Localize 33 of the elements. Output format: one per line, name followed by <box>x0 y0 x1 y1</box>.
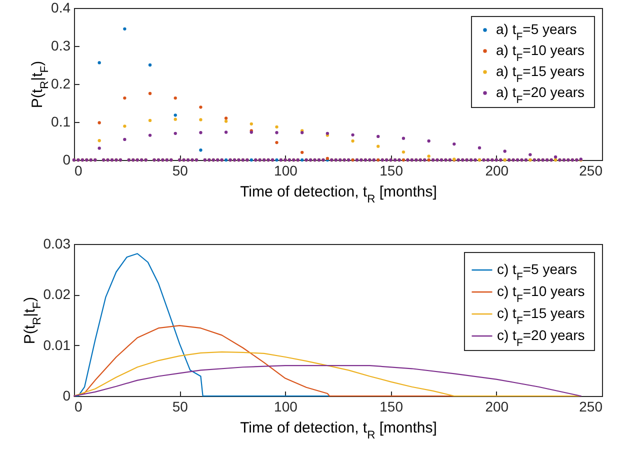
x-tick-label: 100 <box>274 162 298 178</box>
x-tick-label: 250 <box>579 162 603 178</box>
line-series <box>73 351 582 397</box>
y-tick-label: 0.4 <box>51 0 71 16</box>
x-tick-label: 200 <box>485 162 509 178</box>
legend-label: c) t$_{F}$=5 years <box>497 261 577 283</box>
x-tick-label: 0 <box>74 162 82 178</box>
x-tick-label: 100 <box>274 398 298 414</box>
legend-label: c) t$_{F}$=15 years <box>497 305 585 327</box>
x-tick-label: 50 <box>172 398 188 414</box>
legend-label: a) t$_{F}$=15 years <box>496 63 585 85</box>
legend-label: c) t$_{F}$=10 years <box>497 283 585 305</box>
x-axis-title: Time of detection, t$_{R}$ [months] <box>240 420 437 442</box>
y-tick-label: 0.02 <box>43 286 71 302</box>
x-tick-label: 150 <box>380 162 404 178</box>
line-series <box>73 365 582 397</box>
y-tick-label: 0.01 <box>43 336 71 353</box>
y-tick-label: 0 <box>62 388 71 404</box>
x-tick-label: 0 <box>74 398 82 414</box>
y-tick-label: 0.03 <box>43 236 71 252</box>
legend-label: a) t$_{F}$=20 years <box>496 84 585 106</box>
legend-label: c) t$_{F}$=20 years <box>497 327 585 349</box>
legend-label: a) t$_{F}$=10 years <box>496 42 585 64</box>
y-tick-label: 0.1 <box>51 114 71 130</box>
x-tick-label: 50 <box>172 162 188 178</box>
y-tick-label: 0.2 <box>51 76 71 92</box>
x-tick-label: 250 <box>579 398 603 414</box>
x-tick-label: 200 <box>485 398 509 414</box>
legend-label: a) t$_{F}$=5 years <box>496 21 577 43</box>
x-tick-label: 150 <box>380 398 404 414</box>
y-tick-label: 0.3 <box>51 38 71 54</box>
y-tick-label: 0 <box>62 152 71 168</box>
x-axis-title: Time of detection, t$_{R}$ [months] <box>240 184 437 206</box>
